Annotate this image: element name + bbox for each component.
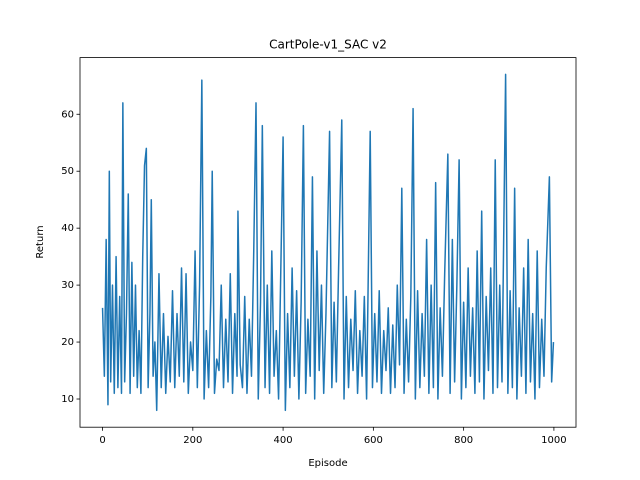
y-tick-label: 60 <box>61 109 74 120</box>
x-tick-label: 1000 <box>541 435 566 446</box>
y-tick-label: 20 <box>61 337 74 348</box>
x-tick-label: 200 <box>183 435 202 446</box>
x-tick-label: 0 <box>99 435 105 446</box>
data-line <box>101 73 555 412</box>
x-tick-label: 600 <box>364 435 383 446</box>
y-tick-label: 10 <box>61 394 74 405</box>
x-axis-label: Episode <box>308 458 347 469</box>
y-axis-label: Return <box>35 225 46 258</box>
y-tick-label: 40 <box>61 223 74 234</box>
y-tick-label: 30 <box>61 280 74 291</box>
x-tick-label: 800 <box>454 435 473 446</box>
chart-title: CartPole-v1_SAC v2 <box>269 38 387 52</box>
y-tick-label: 50 <box>61 166 74 177</box>
plot-frame <box>79 57 577 428</box>
x-tick-label: 400 <box>274 435 293 446</box>
